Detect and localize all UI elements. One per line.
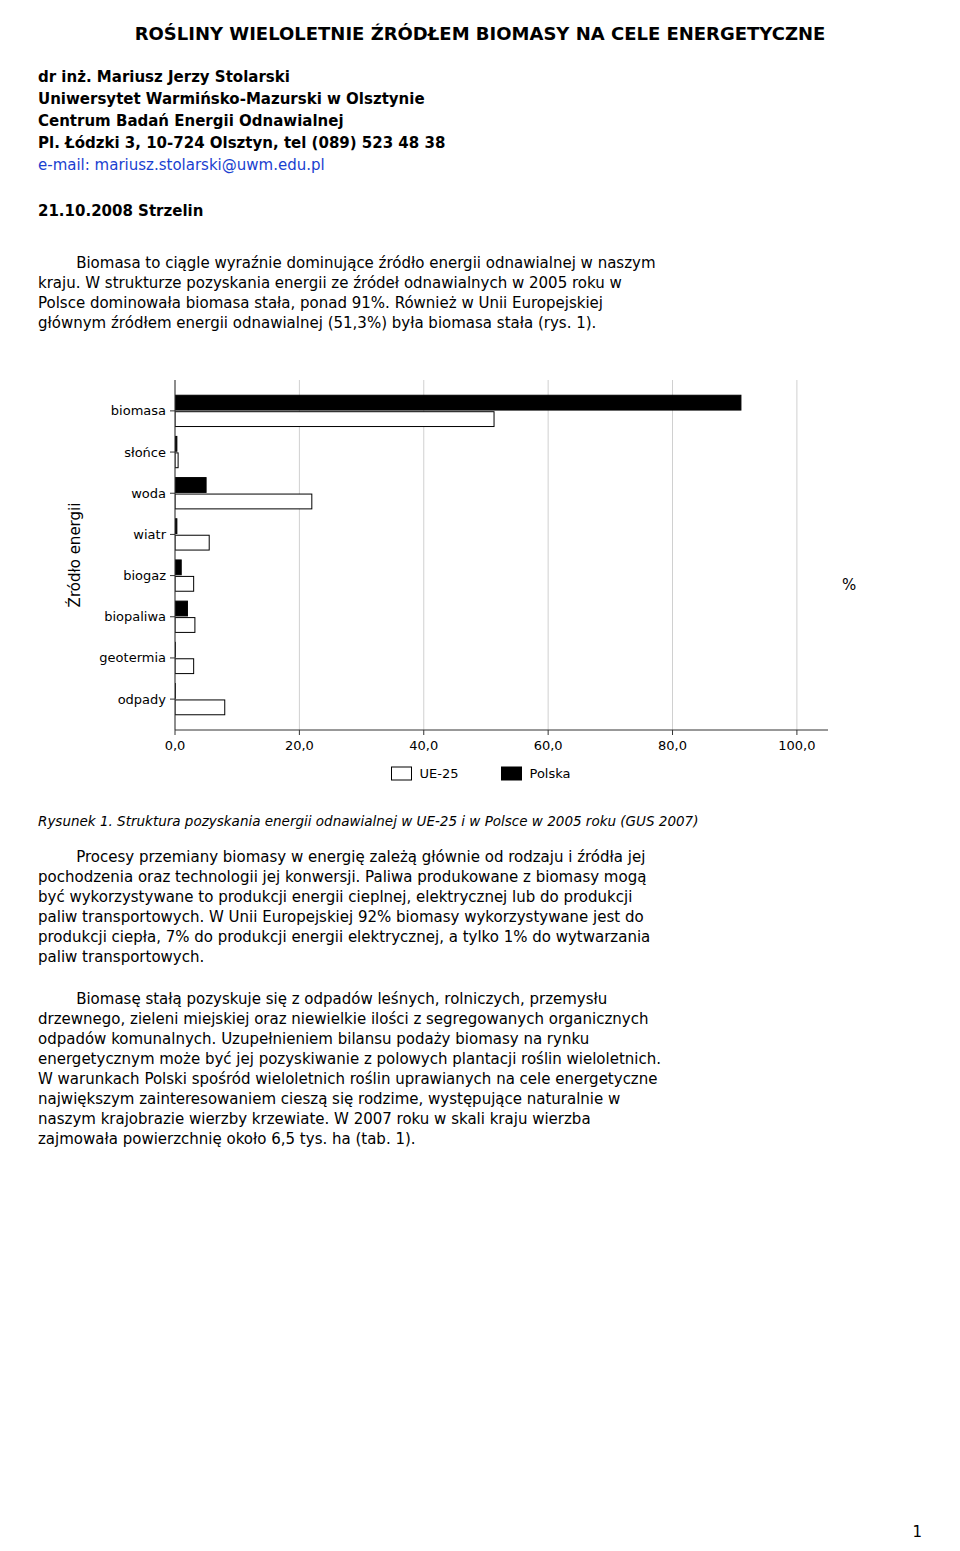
- body-text: kraju. W strukturze pozyskania energii z…: [38, 274, 622, 292]
- y-tick-label: biopaliwa: [104, 609, 166, 624]
- y-tick-label: biomasa: [111, 403, 166, 418]
- tick-mark: [672, 730, 673, 735]
- y-axis-label: Źródło energii: [65, 503, 84, 608]
- tick-mark: [423, 730, 424, 735]
- grid-line: [672, 380, 673, 730]
- tick-mark: [299, 730, 300, 735]
- x-tick-label: 60,0: [534, 738, 563, 753]
- body-text: głównym źródłem energii odnawialnej (51,…: [38, 314, 596, 332]
- legend-swatch: [392, 767, 412, 780]
- x-axis: [175, 730, 828, 731]
- body-text: zajmowała powierzchnię około 6,5 tys. ha…: [38, 1130, 416, 1148]
- x-tick-label: 80,0: [658, 738, 687, 753]
- x-tick-label: 100,0: [778, 738, 815, 753]
- x-axis-label: %: [842, 576, 856, 594]
- x-tick-label: 20,0: [285, 738, 314, 753]
- page: ROŚLINY WIELOLETNIE ŹRÓDŁEM BIOMASY NA C…: [0, 0, 960, 1551]
- tick-mark: [170, 616, 175, 617]
- caption: Rysunek 1. Struktura pozyskania energii …: [38, 813, 698, 829]
- body-text: Polsce dominowała biomasa stała, ponad 9…: [38, 294, 603, 312]
- tick-mark: [175, 730, 176, 735]
- bar: [175, 560, 181, 575]
- date-line: 21.10.2008 Strzelin: [38, 202, 203, 220]
- tick-mark: [170, 452, 175, 453]
- body-text: Biomasa to ciągle wyraźnie dominujące źr…: [38, 254, 656, 272]
- body-text: Procesy przemiany biomasy w energię zale…: [38, 848, 645, 866]
- tick-mark: [170, 575, 175, 576]
- title: ROŚLINY WIELOLETNIE ŹRÓDŁEM BIOMASY NA C…: [135, 23, 826, 44]
- body-text: naszym krajobrazie wierzby krzewiate. W …: [38, 1110, 591, 1128]
- author-line: Pl. Łódzki 3, 10-724 Olsztyn, tel (089) …: [38, 134, 445, 152]
- background: [0, 0, 960, 1551]
- legend-entry: Polska: [530, 766, 571, 781]
- y-tick-label: geotermia: [99, 650, 166, 665]
- body-text: paliw transportowych. W Unii Europejskie…: [38, 908, 644, 926]
- grid-line: [299, 380, 300, 730]
- y-tick-label: słońce: [124, 445, 166, 460]
- body-text: W warunkach Polski spośród wieloletnich …: [38, 1070, 657, 1088]
- bar: [175, 478, 206, 493]
- body-text: pochodzenia oraz technologii jej konwers…: [38, 868, 646, 886]
- legend: UE-25 Polska: [392, 766, 571, 781]
- body-text: być wykorzystywane to produkcji energii …: [38, 888, 632, 906]
- tick-mark: [170, 410, 175, 411]
- author-line: Centrum Badań Energii Odnawialnej: [38, 112, 344, 130]
- y-axis: [175, 380, 176, 730]
- y-tick-label: odpady: [118, 692, 167, 707]
- legend-entry: UE-25: [420, 766, 459, 781]
- body-text: największym zainteresowaniem cieszą się …: [38, 1090, 620, 1108]
- author-line: dr inż. Mariusz Jerzy Stolarski: [38, 68, 290, 86]
- grid-line: [796, 380, 797, 730]
- x-tick-label: 0,0: [165, 738, 186, 753]
- legend-swatch: [502, 767, 522, 780]
- body-text: drzewnego, zieleni miejskiej oraz niewie…: [38, 1010, 648, 1028]
- grid-line: [423, 380, 424, 730]
- x-tick-label: 40,0: [409, 738, 438, 753]
- bar: [175, 601, 187, 616]
- body-text: odpadów komunalnych. Uzupełnieniem bilan…: [38, 1030, 589, 1048]
- body-text: paliw transportowych.: [38, 948, 204, 966]
- bar: [175, 535, 209, 550]
- author-line: e-mail: mariusz.stolarski@uwm.edu.pl: [38, 156, 325, 174]
- body-text: energetycznym może być jej pozyskiwanie …: [38, 1050, 661, 1068]
- tick-mark: [170, 534, 175, 535]
- tick-mark: [170, 493, 175, 494]
- author-line: Uniwersytet Warmińsko-Mazurski w Olsztyn…: [38, 90, 425, 108]
- bar: [175, 618, 195, 633]
- page-number: 1: [912, 1523, 922, 1541]
- chart: 0,0 20,0 40,0 60,0 80,0 100,0 odpady geotermia b…: [65, 380, 856, 781]
- bar: [175, 395, 741, 410]
- bar: [175, 494, 312, 509]
- bar: [175, 659, 194, 674]
- body-text: produkcji ciepła, 7% do produkcji energi…: [38, 928, 650, 946]
- grid-line: [175, 380, 176, 730]
- bar: [175, 700, 225, 715]
- tick-mark: [796, 730, 797, 735]
- tick-mark: [548, 730, 549, 735]
- bar: [175, 576, 194, 591]
- y-tick-label: biogaz: [123, 568, 166, 583]
- tick-mark: [170, 699, 175, 700]
- y-tick-label: woda: [131, 486, 166, 501]
- grid-line: [548, 380, 549, 730]
- bars: [175, 395, 741, 715]
- bar: [175, 412, 494, 427]
- body-text: Biomasę stałą pozyskuje się z odpadów le…: [38, 990, 607, 1008]
- tick-mark: [170, 657, 175, 658]
- y-tick-label: wiatr: [133, 527, 166, 542]
